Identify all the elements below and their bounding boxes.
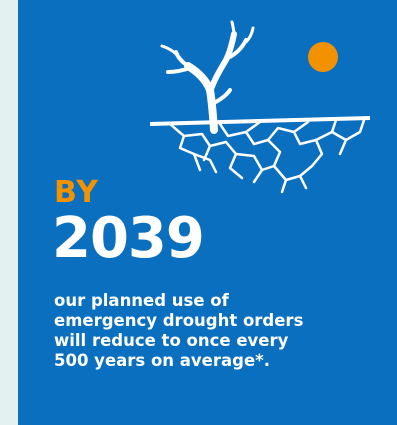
statement-line: will reduce to once every <box>54 331 289 350</box>
sun-icon <box>308 42 338 72</box>
by-label: BY <box>54 175 99 210</box>
cracked-earth-icon <box>150 116 370 194</box>
statement-line: 500 years on average*. <box>54 351 271 370</box>
infographic-card: BY 2039 our planned use of emergency dro… <box>18 0 397 425</box>
statement-line: our planned use of <box>54 291 229 310</box>
statement-text: our planned use of emergency drought ord… <box>54 291 394 371</box>
dead-tree-icon <box>160 20 255 134</box>
drought-illustration <box>150 20 370 194</box>
statement-line: emergency drought orders <box>54 311 304 330</box>
target-year: 2039 <box>52 206 205 271</box>
